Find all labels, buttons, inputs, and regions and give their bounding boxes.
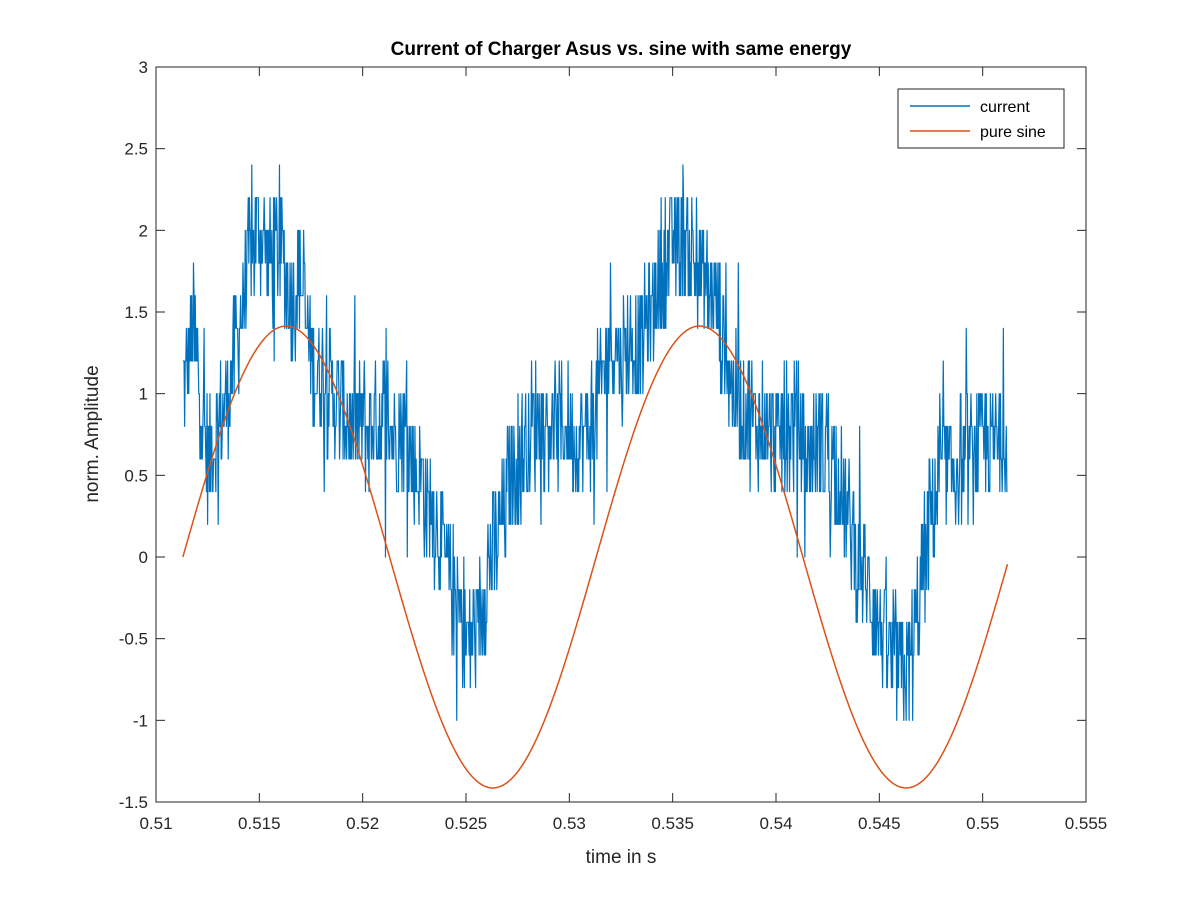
y-tick-label: 1 [139,385,148,404]
x-tick-label: 0.53 [553,814,586,833]
x-tick-label: 0.55 [966,814,999,833]
legend-label-current: current [980,99,1030,116]
y-tick-label: 2.5 [124,140,148,159]
legend-label-pure-sine: pure sine [980,124,1046,141]
series-current-line [182,164,1008,721]
y-tick-label: 2 [139,221,148,240]
x-tick-label: 0.54 [759,814,792,833]
y-tick-label: -1.5 [119,793,148,812]
axes-box [155,66,1087,803]
x-tick-label: 0.555 [1065,814,1108,833]
y-tick-label: -0.5 [119,630,148,649]
x-tick-label: 0.545 [858,814,901,833]
y-tick-label: -1 [133,711,148,730]
ticks-layer: 0.51 0.515 0.52 0.525 0.53 0.535 0.54 0.545 0.55… [119,58,1108,833]
x-tick-label: 0.515 [238,814,281,833]
series-layer [182,164,1009,789]
series-pure-sine-line [182,325,1009,789]
y-tick-label: 3 [139,58,148,77]
legend: current pure sine [897,88,1065,149]
x-axis-label: time in s [586,847,657,868]
y-tick-label: 0.5 [124,466,148,485]
x-tick-label: 0.525 [445,814,488,833]
chart-title: Current of Charger Asus vs. sine with sa… [391,39,852,60]
y-axis-label: norm. Amplitude [82,365,103,502]
x-tick-label: 0.52 [346,814,379,833]
plot-area [156,67,1086,802]
x-tick-label: 0.51 [139,814,172,833]
x-tick-label: 0.535 [651,814,694,833]
y-tick-label: 0 [139,548,148,567]
legend-box [897,88,1065,149]
y-tick-label: 1.5 [124,303,148,322]
